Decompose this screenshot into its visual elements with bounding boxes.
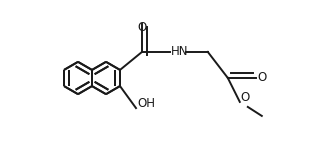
Text: OH: OH: [137, 97, 155, 110]
Text: O: O: [137, 21, 147, 34]
Text: HN: HN: [171, 45, 188, 58]
Text: O: O: [241, 91, 250, 104]
Text: O: O: [258, 71, 267, 84]
